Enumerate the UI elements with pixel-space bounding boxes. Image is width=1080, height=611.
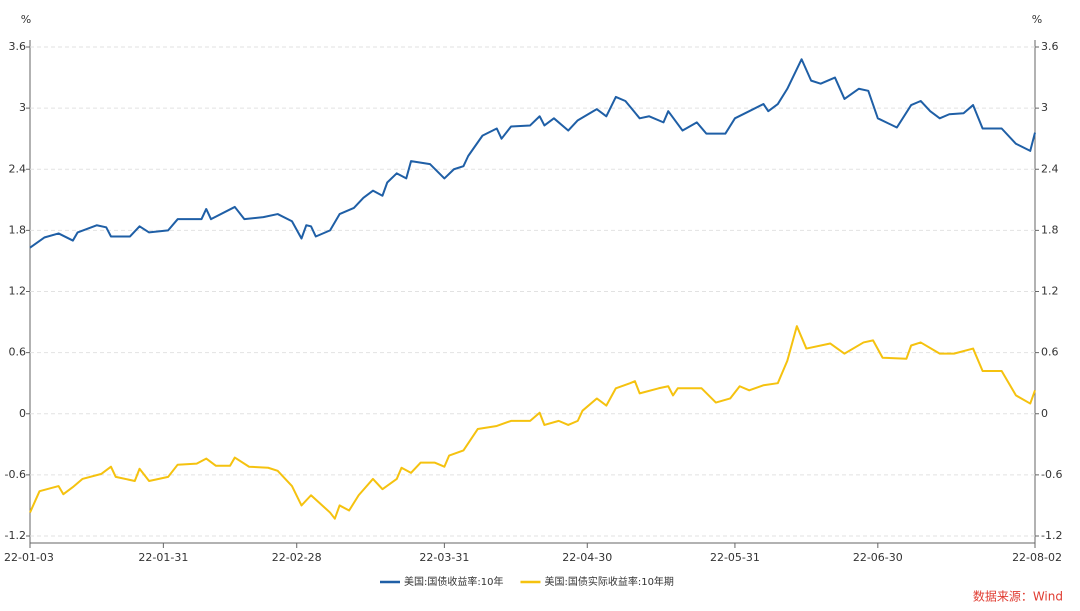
y2-tick-label: 1.2 [1041,285,1059,298]
series-line [29,58,1036,249]
source-note: 数据来源：Wind [973,589,1063,604]
y-tick-label: 1.8 [9,223,27,236]
x-tick-label: 22-04-30 [562,551,612,564]
y-tick-label: -0.6 [5,468,26,481]
x-tick-label: 22-02-28 [272,551,322,564]
y2-tick-label: -1.2 [1041,529,1062,542]
x-tick-label: 22-01-03 [4,551,54,564]
y2-tick-label: 3.6 [1041,40,1059,53]
y2-tick-label: -0.6 [1041,468,1062,481]
x-tick-label: 22-08-02 [1012,551,1062,564]
y-tick-label: -1.2 [5,529,26,542]
y-tick-label: 0.6 [9,346,27,359]
legend-label: 美国:国债实际收益率:10年期 [544,575,673,588]
legend-label: 美国:国债收益率:10年 [404,575,503,588]
y2-tick-label: 0 [1041,407,1048,420]
y-tick-label: 3.6 [9,40,27,53]
y-tick-label: 2.4 [9,162,27,175]
y2-axis-unit: % [1032,13,1042,26]
y-tick-label: 1.2 [9,285,27,298]
x-tick-label: 22-03-31 [419,551,469,564]
y2-tick-label: 0.6 [1041,346,1059,359]
x-tick-label: 22-01-31 [138,551,188,564]
series-line [29,325,1036,520]
y2-tick-label: 1.8 [1041,223,1059,236]
y-tick-label: 0 [19,407,26,420]
x-tick-label: 22-05-31 [710,551,760,564]
y2-tick-label: 3 [1041,101,1048,114]
y-tick-label: 3 [19,101,26,114]
y2-tick-label: 2.4 [1041,162,1059,175]
x-tick-label: 22-06-30 [853,551,903,564]
y-axis-unit: % [21,13,31,26]
